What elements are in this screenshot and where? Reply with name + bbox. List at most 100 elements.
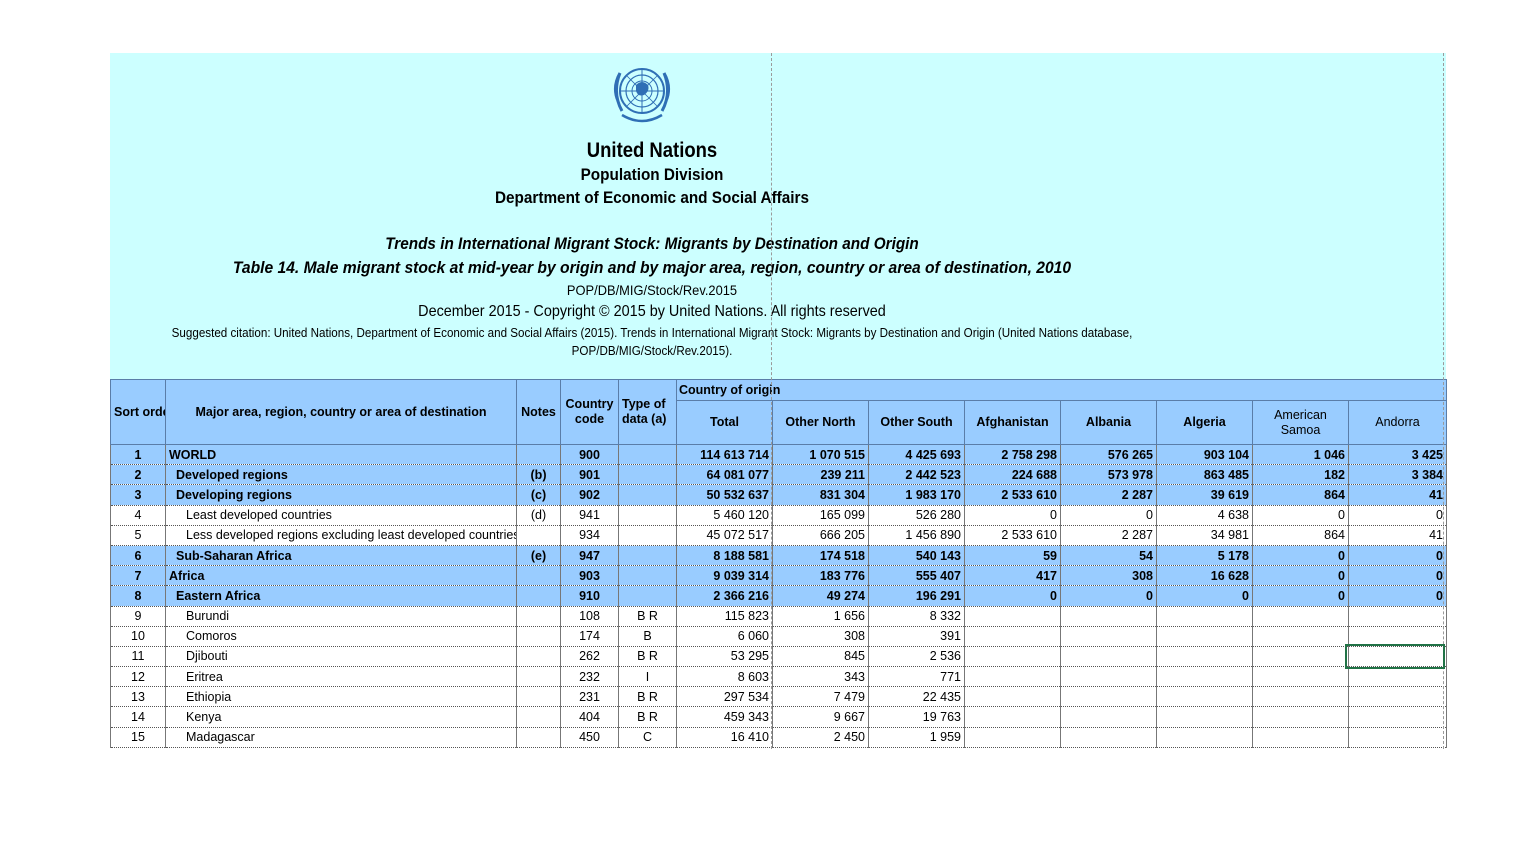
- cell-data-type[interactable]: B: [618, 626, 677, 647]
- cell-country-code[interactable]: 934: [560, 525, 619, 546]
- cell-andorra[interactable]: 0: [1348, 565, 1447, 587]
- cell-sort-order[interactable]: 1: [110, 444, 166, 466]
- cell-other-north[interactable]: 343: [772, 666, 869, 688]
- col-header-code[interactable]: Country code: [560, 379, 619, 445]
- table-row[interactable]: 4 Least developed countries (d) 941 5 460 12…: [110, 505, 1447, 526]
- cell-notes[interactable]: (b): [516, 464, 561, 486]
- cell-sort-order[interactable]: 12: [110, 666, 166, 688]
- cell-area-name[interactable]: Less developed regions excluding least d…: [165, 525, 517, 546]
- cell-american-samoa[interactable]: [1252, 626, 1349, 647]
- cell-albania[interactable]: [1060, 646, 1157, 668]
- cell-data-type[interactable]: [618, 525, 677, 546]
- cell-afghanistan[interactable]: [964, 706, 1061, 728]
- cell-algeria[interactable]: [1156, 666, 1253, 688]
- cell-albania[interactable]: 2 287: [1060, 484, 1157, 506]
- cell-american-samoa[interactable]: 182: [1252, 464, 1349, 486]
- cell-american-samoa[interactable]: 864: [1252, 525, 1349, 546]
- cell-other-south[interactable]: 1 456 890: [868, 525, 965, 546]
- cell-other-south[interactable]: 19 763: [868, 706, 965, 728]
- cell-data-type[interactable]: C: [618, 727, 677, 748]
- cell-area-name[interactable]: Djibouti: [165, 646, 517, 668]
- cell-area-name[interactable]: Sub-Saharan Africa: [165, 545, 517, 567]
- cell-sort-order[interactable]: 10: [110, 626, 166, 647]
- cell-total[interactable]: 45 072 517: [676, 525, 773, 546]
- cell-total[interactable]: 9 039 314: [676, 565, 773, 587]
- cell-american-samoa[interactable]: [1252, 686, 1349, 708]
- cell-total[interactable]: 8 188 581: [676, 545, 773, 567]
- cell-algeria[interactable]: [1156, 646, 1253, 668]
- cell-other-south[interactable]: 391: [868, 626, 965, 647]
- table-row[interactable]: 13 Ethiopia 231 B R 297 534 7 479 22 435: [110, 686, 1447, 708]
- cell-algeria[interactable]: 4 638: [1156, 505, 1253, 526]
- cell-data-type[interactable]: [618, 444, 677, 466]
- cell-andorra[interactable]: [1348, 686, 1447, 708]
- cell-other-north[interactable]: 831 304: [772, 484, 869, 506]
- cell-andorra[interactable]: [1348, 706, 1447, 728]
- cell-total[interactable]: 2 366 216: [676, 585, 773, 607]
- cell-andorra[interactable]: 3 425: [1348, 444, 1447, 466]
- table-row[interactable]: 6 Sub-Saharan Africa (e) 947 8 188 581 174 51…: [110, 545, 1447, 567]
- cell-algeria[interactable]: 863 485: [1156, 464, 1253, 486]
- cell-american-samoa[interactable]: [1252, 666, 1349, 688]
- cell-american-samoa[interactable]: 0: [1252, 565, 1349, 587]
- cell-algeria[interactable]: 0: [1156, 585, 1253, 607]
- col-header-sort[interactable]: Sort order: [110, 379, 166, 445]
- cell-data-type[interactable]: B R: [618, 686, 677, 708]
- cell-total[interactable]: 6 060: [676, 626, 773, 647]
- cell-sort-order[interactable]: 4: [110, 505, 166, 526]
- cell-afghanistan[interactable]: 2 758 298: [964, 444, 1061, 466]
- cell-country-code[interactable]: 232: [560, 666, 619, 688]
- cell-algeria[interactable]: 34 981: [1156, 525, 1253, 546]
- col-header-area[interactable]: Major area, region, country or area of d…: [165, 379, 517, 445]
- cell-country-code[interactable]: 902: [560, 484, 619, 506]
- cell-country-code[interactable]: 174: [560, 626, 619, 647]
- cell-andorra[interactable]: 0: [1348, 585, 1447, 607]
- cell-afghanistan[interactable]: 0: [964, 505, 1061, 526]
- cell-albania[interactable]: [1060, 727, 1157, 748]
- cell-total[interactable]: 459 343: [676, 706, 773, 728]
- cell-other-south[interactable]: 22 435: [868, 686, 965, 708]
- cell-sort-order[interactable]: 2: [110, 464, 166, 486]
- cell-total[interactable]: 53 295: [676, 646, 773, 668]
- cell-other-north[interactable]: 845: [772, 646, 869, 668]
- cell-sort-order[interactable]: 7: [110, 565, 166, 587]
- cell-algeria[interactable]: 903 104: [1156, 444, 1253, 466]
- cell-area-name[interactable]: Ethiopia: [165, 686, 517, 708]
- col-header-type[interactable]: Type of data (a): [618, 379, 677, 445]
- table-row[interactable]: 3 Developing regions (c) 902 50 532 637 831 3…: [110, 484, 1447, 506]
- cell-albania[interactable]: 576 265: [1060, 444, 1157, 466]
- cell-american-samoa[interactable]: 0: [1252, 545, 1349, 567]
- cell-notes[interactable]: [516, 565, 561, 587]
- cell-area-name[interactable]: Eritrea: [165, 666, 517, 688]
- cell-area-name[interactable]: Developed regions: [165, 464, 517, 486]
- table-row[interactable]: 11 Djibouti 262 B R 53 295 845 2 536: [110, 646, 1447, 668]
- cell-albania[interactable]: [1060, 706, 1157, 728]
- cell-data-type[interactable]: I: [618, 666, 677, 688]
- table-row[interactable]: 7 Africa 903 9 039 314 183 776 555 407 417 308 1…: [110, 565, 1447, 587]
- cell-afghanistan[interactable]: 417: [964, 565, 1061, 587]
- cell-other-south[interactable]: 526 280: [868, 505, 965, 526]
- cell-algeria[interactable]: [1156, 706, 1253, 728]
- cell-afghanistan[interactable]: [964, 646, 1061, 668]
- cell-notes[interactable]: [516, 525, 561, 546]
- cell-other-north[interactable]: 1 656: [772, 606, 869, 627]
- cell-albania[interactable]: [1060, 606, 1157, 627]
- cell-total[interactable]: 115 823: [676, 606, 773, 627]
- table-row[interactable]: 5 Less developed regions excluding least …: [110, 525, 1447, 546]
- cell-andorra[interactable]: 3 384: [1348, 464, 1447, 486]
- cell-american-samoa[interactable]: 1 046: [1252, 444, 1349, 466]
- cell-other-north[interactable]: 165 099: [772, 505, 869, 526]
- cell-other-south[interactable]: 8 332: [868, 606, 965, 627]
- cell-data-type[interactable]: [618, 484, 677, 506]
- cell-total[interactable]: 64 081 077: [676, 464, 773, 486]
- cell-albania[interactable]: 0: [1060, 585, 1157, 607]
- cell-american-samoa[interactable]: 0: [1252, 585, 1349, 607]
- cell-afghanistan[interactable]: 2 533 610: [964, 525, 1061, 546]
- cell-data-type[interactable]: [618, 505, 677, 526]
- col-header-country-of-origin[interactable]: Country of origin: [676, 379, 1447, 401]
- cell-other-north[interactable]: 2 450: [772, 727, 869, 748]
- cell-data-type[interactable]: [618, 545, 677, 567]
- cell-albania[interactable]: 573 978: [1060, 464, 1157, 486]
- cell-american-samoa[interactable]: 0: [1252, 505, 1349, 526]
- cell-algeria[interactable]: [1156, 606, 1253, 627]
